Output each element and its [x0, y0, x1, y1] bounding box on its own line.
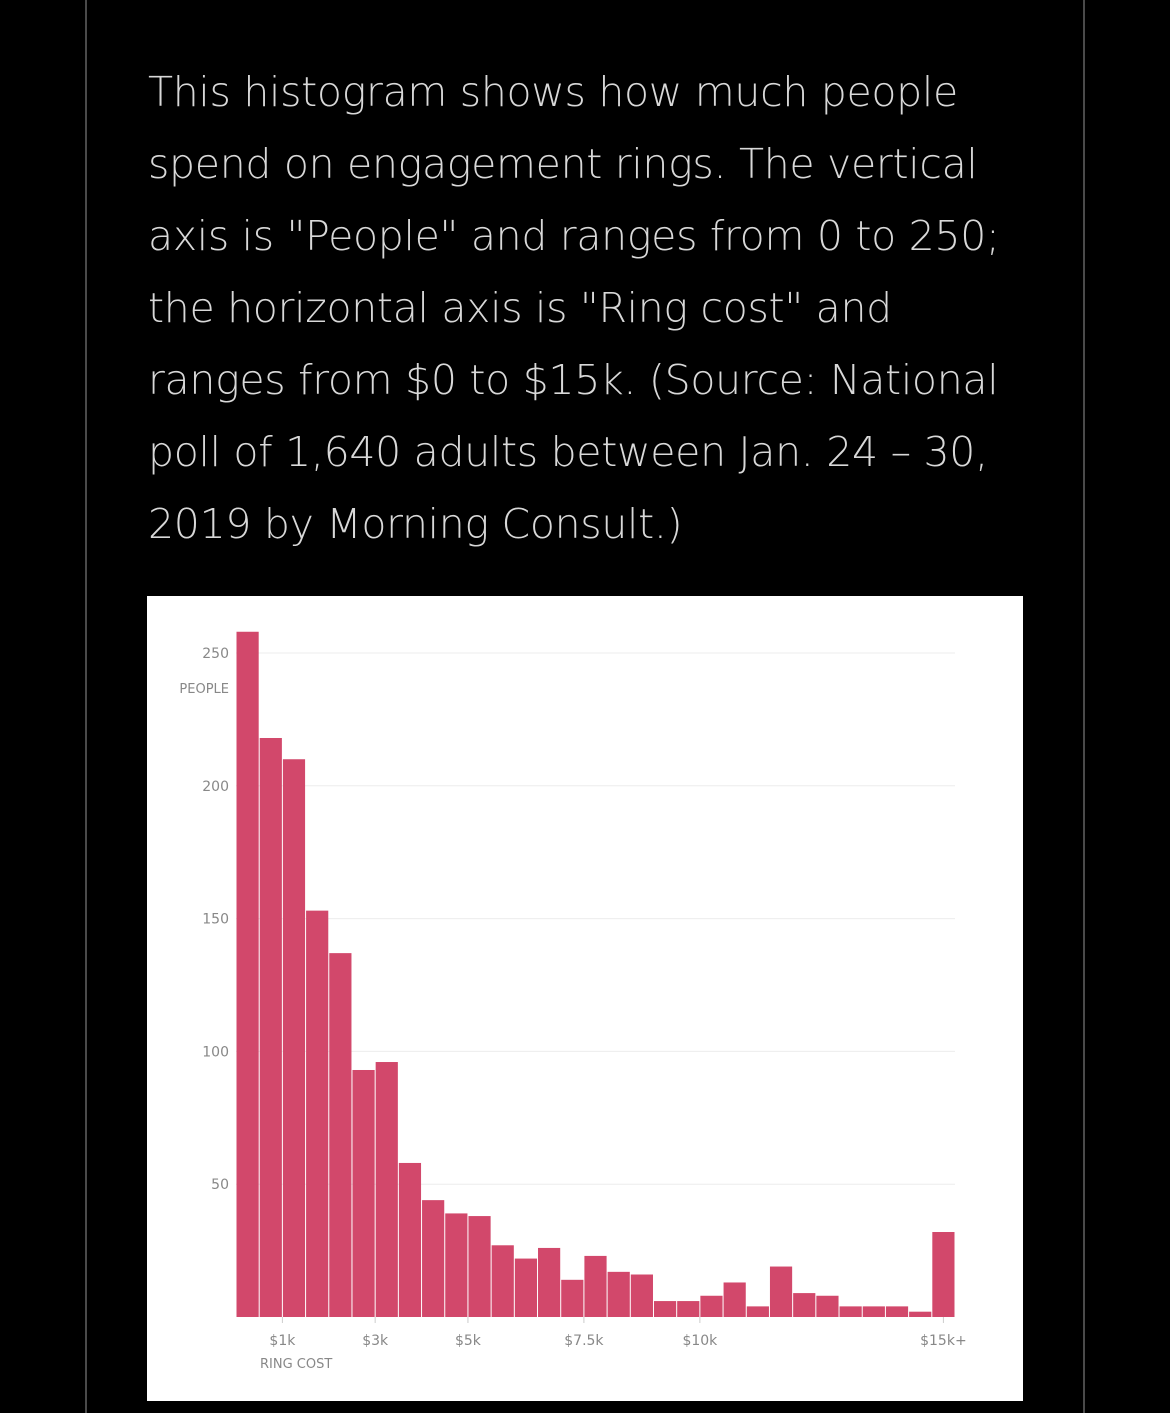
histogram-bar — [468, 1216, 491, 1317]
x-tick-label: $15k+ — [920, 1333, 967, 1349]
y-tick-label: 150 — [202, 912, 229, 928]
histogram-bar — [607, 1271, 630, 1317]
histogram-bar — [885, 1306, 909, 1317]
histogram-chart: 50 100 150 200 250 $1k $3k $5k $7.5k $10k $15k+ PE… — [179, 631, 967, 1372]
right-border — [1083, 0, 1085, 1413]
histogram-bar — [236, 631, 259, 1317]
histogram-bar — [375, 1062, 398, 1317]
histogram-panel: 50 100 150 200 250 $1k $3k $5k $7.5k $10k $15k+ PE… — [147, 596, 1023, 1401]
histogram-bar — [538, 1247, 561, 1317]
histogram-bar — [514, 1258, 538, 1317]
axis-ticks: 50 100 150 200 250 $1k $3k $5k $7.5k $10k $15k+ — [202, 646, 966, 1349]
histogram-bar — [259, 737, 282, 1317]
histogram-bar — [329, 953, 352, 1317]
histogram-bar — [491, 1245, 514, 1317]
y-tick-label: 100 — [202, 1044, 229, 1060]
x-axis-title: RING COST — [260, 1357, 332, 1372]
histogram-bar — [723, 1282, 746, 1317]
histogram-bar — [653, 1301, 677, 1317]
left-border — [85, 0, 87, 1413]
histogram-bar — [630, 1274, 653, 1317]
y-tick-label: 50 — [211, 1177, 229, 1193]
histogram-bar — [816, 1295, 839, 1317]
histogram-bar — [561, 1279, 584, 1317]
x-tick-label: $3k — [362, 1333, 389, 1349]
histogram-bar — [352, 1069, 375, 1317]
histogram-bar — [932, 1232, 955, 1317]
histogram-bar — [445, 1213, 468, 1317]
histogram-bar — [746, 1306, 769, 1317]
histogram-bar — [306, 910, 329, 1317]
histogram-bar — [769, 1266, 793, 1317]
chart-caption: This histogram shows how much people spe… — [148, 68, 1000, 548]
histogram-bar — [793, 1293, 816, 1317]
histogram-bar — [422, 1200, 445, 1317]
y-axis-title: PEOPLE — [179, 682, 229, 697]
y-tick-label: 250 — [202, 646, 229, 662]
bars — [236, 631, 955, 1317]
y-tick-label: 200 — [202, 779, 229, 795]
histogram-bar — [909, 1311, 932, 1317]
histogram-bar — [398, 1162, 422, 1317]
histogram-bar — [282, 759, 306, 1317]
histogram-bar — [700, 1295, 723, 1317]
x-tick-label: $1k — [269, 1333, 296, 1349]
x-tick-label: $10k — [682, 1333, 718, 1349]
x-tick-label: $5k — [455, 1333, 482, 1349]
histogram-bar — [839, 1306, 862, 1317]
histogram-bar — [677, 1301, 700, 1317]
x-tick-label: $7.5k — [564, 1333, 604, 1349]
histogram-bar — [862, 1306, 885, 1317]
histogram-bar — [584, 1255, 607, 1317]
